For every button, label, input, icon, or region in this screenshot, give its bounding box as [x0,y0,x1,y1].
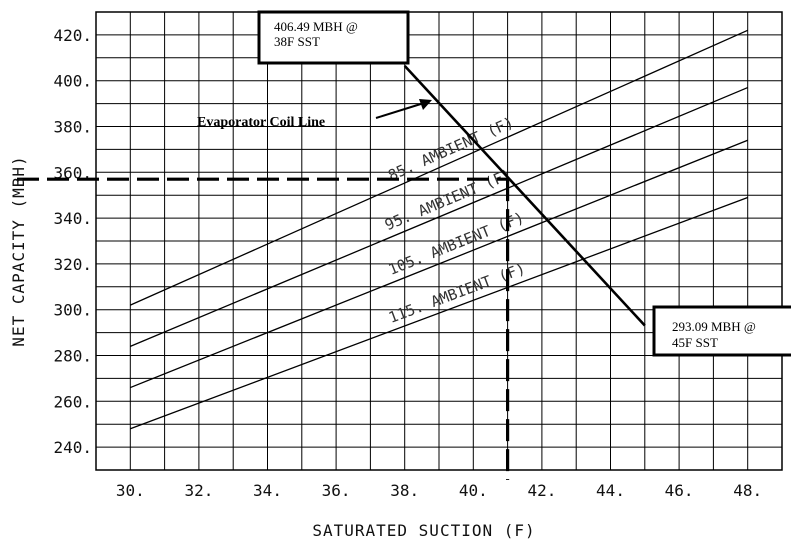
y-tick-label: 240. [53,438,92,457]
y-tick-label: 260. [53,392,92,411]
horizontal-gridlines [96,34,782,448]
x-tick-label: 44. [596,481,625,500]
callout-bottom-line1: 293.09 MBH @ [672,319,756,334]
x-tick-label: 34. [253,481,282,500]
x-tick-label: 38. [390,481,419,500]
y-tick-label: 400. [53,72,92,91]
ambient-lines [130,29,748,430]
callout-box-bottom [652,305,791,357]
callout-bottom-line2: 45F SST [672,335,718,350]
callout-top-line1: 406.49 MBH @ [274,19,358,34]
y-axis-title: NET CAPACITY (MBH) [9,155,28,346]
x-tick-label: 30. [116,481,145,500]
x-tick-label: 48. [733,481,762,500]
ambient-line [130,29,748,306]
ambient-labels: 85. AMBIENT (F)95. AMBIENT (F)105. AMBIE… [382,113,528,327]
plot-frame [95,11,783,471]
ambient-line [130,196,748,430]
x-axis-title: SATURATED SUCTION (F) [312,521,535,540]
y-tick-label: 420. [53,26,92,45]
coil-line-label: Evaporator Coil Line [197,115,325,130]
evaporator-coil-line [403,64,646,327]
coil-arrow-shaft [375,102,425,119]
y-tick-label: 300. [53,301,92,320]
y-tick-label: 280. [53,347,92,366]
callout-box-top [257,10,410,65]
ambient-line [130,86,748,347]
coil-arrow-head [419,99,432,110]
y-tick-label: 320. [53,255,92,274]
callout-top-line2: 38F SST [274,34,320,49]
x-tick-label: 40. [459,481,488,500]
y-tick-label: 360. [53,163,92,182]
evaporator-coil-group: 406.49 MBH @38F SST 293.09 MBH @45F SST Ev… [197,10,791,357]
ambient-line [130,139,748,389]
x-tick-label: 42. [527,481,556,500]
y-tick-labels: 240. 260. 280. 300. 320. 340. 360. 380. 400. 420. [53,26,92,457]
x-tick-label: 32. [184,481,213,500]
y-tick-label: 340. [53,209,92,228]
y-tick-label: 380. [53,118,92,137]
x-tick-label: 46. [665,481,694,500]
x-tick-label: 36. [322,481,351,500]
x-tick-labels: 30. 32. 34. 36. 38. 40. 42. 44. 46. 48. [116,481,762,500]
operating-point-group [17,177,510,480]
